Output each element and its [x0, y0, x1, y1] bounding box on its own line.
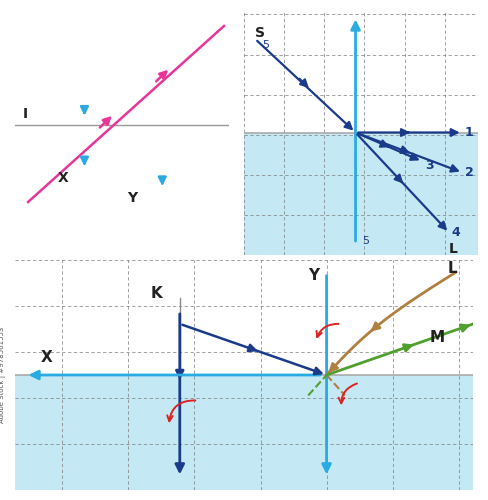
- Text: 2: 2: [465, 166, 474, 179]
- Text: M: M: [429, 330, 445, 345]
- Text: 5: 5: [262, 40, 269, 50]
- Text: X: X: [41, 350, 52, 365]
- Bar: [15, 375, 473, 490]
- Bar: [15, 260, 473, 375]
- Text: X: X: [58, 171, 68, 185]
- Text: 3: 3: [425, 160, 433, 172]
- Bar: [244, 132, 478, 255]
- Text: L: L: [447, 261, 457, 276]
- Text: 4: 4: [451, 226, 460, 239]
- Text: 5: 5: [362, 236, 369, 246]
- Text: S: S: [255, 26, 265, 40]
- Text: Y: Y: [308, 268, 319, 283]
- Bar: [244, 10, 478, 132]
- Text: L: L: [449, 242, 458, 256]
- Text: Y: Y: [127, 191, 138, 205]
- Text: Adobe Stock | #978561553: Adobe Stock | #978561553: [0, 327, 6, 423]
- Text: I: I: [22, 108, 28, 122]
- Text: 1: 1: [465, 126, 474, 139]
- Text: K: K: [150, 286, 162, 302]
